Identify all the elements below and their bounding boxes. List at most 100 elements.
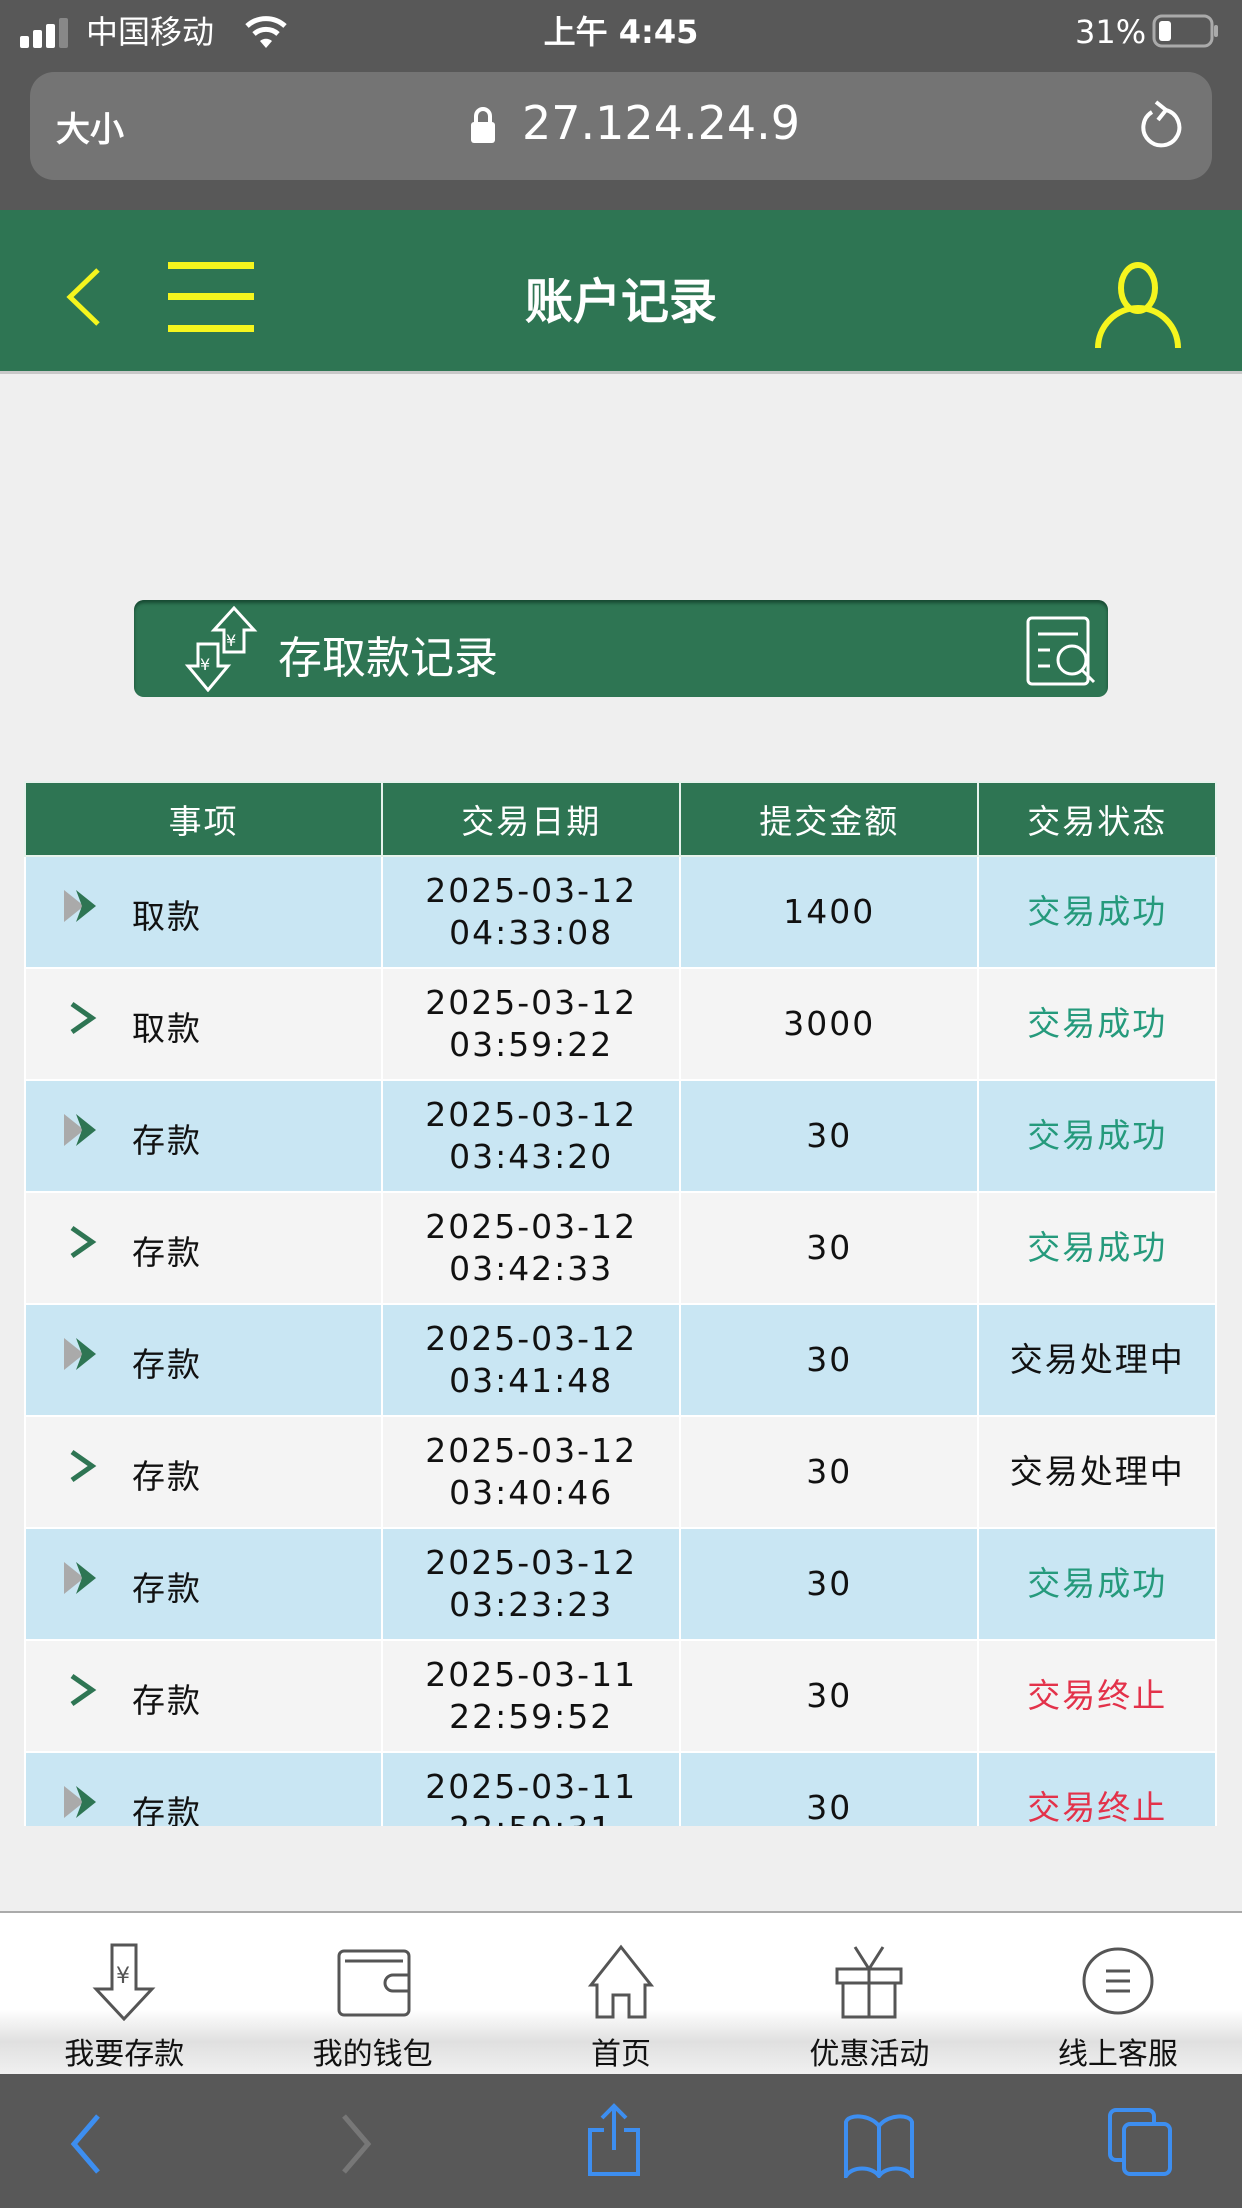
nav-support[interactable]: 线上客服 — [994, 1913, 1242, 2074]
deposit-withdraw-banner[interactable]: ¥ ¥ 存取款记录 — [134, 600, 1108, 697]
nav-deposit[interactable]: ¥ 我要存款 — [0, 1913, 248, 2074]
svg-text:¥: ¥ — [116, 1964, 130, 1989]
tabs-icon[interactable] — [1106, 2106, 1176, 2178]
time-text: 03:42:33 — [449, 1249, 614, 1288]
nav-wallet[interactable]: 我的钱包 — [248, 1913, 496, 2074]
battery-percent: 31% — [1075, 13, 1147, 51]
cell-amount: 30 — [679, 1639, 980, 1753]
cell-status: 交易成功 — [977, 1527, 1217, 1641]
cell-status: 交易成功 — [977, 1079, 1217, 1193]
cell-date: 2025-03-11 22:59:31 — [381, 1751, 682, 1826]
gift-icon — [835, 1946, 903, 2019]
chevron-right-icon — [70, 1226, 97, 1259]
url-text: 27.124.24.9 — [522, 96, 800, 150]
time-text: 22:59:52 — [449, 1697, 614, 1736]
share-icon[interactable] — [584, 2102, 644, 2178]
time-text: 03:41:48 — [449, 1361, 614, 1400]
nav-label: 优惠活动 — [809, 2037, 930, 2072]
svg-text:¥: ¥ — [200, 655, 210, 674]
table-header-row: 事项 交易日期 提交金额 交易状态 — [23, 781, 1217, 857]
banner-title: 存取款记录 — [278, 633, 498, 684]
cell-date: 2025-03-12 03:42:33 — [381, 1191, 682, 1305]
date-text: 2025-03-12 — [425, 1095, 638, 1134]
item-label: 取款 — [132, 1008, 202, 1048]
browser-chrome: 中国移动 上午 4:45 31% 大小 27.124.24.9 — [0, 0, 1242, 210]
nav-label: 首页 — [591, 2037, 652, 2072]
table-row[interactable]: 取款 2025-03-12 03:59:22 3000 交易成功 — [23, 967, 1217, 1081]
table-row[interactable]: 存款 2025-03-12 03:42:33 30 交易成功 — [23, 1191, 1217, 1305]
cell-date: 2025-03-12 03:41:48 — [381, 1303, 682, 1417]
cell-status: 交易成功 — [977, 967, 1217, 1081]
cell-amount: 3000 — [679, 967, 980, 1081]
hamburger-icon[interactable] — [168, 262, 254, 332]
battery-icon — [1152, 14, 1218, 48]
document-search-icon[interactable] — [1024, 614, 1104, 688]
cell-amount: 30 — [679, 1079, 980, 1193]
header-date: 交易日期 — [381, 781, 682, 857]
play-arrow-icon — [64, 890, 96, 923]
bookmarks-icon[interactable] — [842, 2112, 916, 2178]
reload-icon[interactable] — [1136, 98, 1184, 154]
nav-home[interactable]: 首页 — [497, 1913, 745, 2074]
date-text: 2025-03-12 — [425, 1207, 638, 1246]
cell-status: 交易成功 — [977, 855, 1217, 969]
chat-icon — [1082, 1947, 1154, 2015]
table-row[interactable]: 存款 2025-03-12 03:43:20 30 交易成功 — [23, 1079, 1217, 1193]
table-row[interactable]: 存款 2025-03-12 03:40:46 30 交易处理中 — [23, 1415, 1217, 1529]
cell-status: 交易处理中 — [977, 1415, 1217, 1529]
time-text: 22:59:31 — [449, 1809, 613, 1826]
item-label: 存款 — [132, 1120, 202, 1160]
date-text: 2025-03-12 — [425, 1543, 638, 1582]
lock-icon — [471, 107, 495, 143]
cell-status: 交易终止 — [977, 1639, 1217, 1753]
records-table-viewport[interactable]: 事项 交易日期 提交金额 交易状态 取款 2025-03-12 04:33:08 … — [0, 781, 1242, 1826]
chevron-right-icon — [70, 1002, 97, 1035]
date-text: 2025-03-11 — [425, 1655, 638, 1694]
browser-back-icon[interactable] — [66, 2112, 106, 2176]
address-bar[interactable]: 大小 27.124.24.9 — [30, 72, 1212, 180]
cell-date: 2025-03-11 22:59:52 — [381, 1639, 682, 1753]
table-row[interactable]: 存款 2025-03-11 22:59:31 30 交易终止 — [23, 1751, 1217, 1826]
cell-item: 存款 — [23, 1079, 384, 1193]
chevron-right-icon — [70, 1674, 97, 1707]
cell-status: 交易终止 — [977, 1751, 1217, 1826]
yuan-exchange-icon: ¥¥ — [184, 606, 258, 692]
cell-status: 交易成功 — [977, 1191, 1217, 1305]
chevron-right-icon — [70, 1450, 97, 1483]
header-status: 交易状态 — [977, 781, 1217, 857]
cell-date: 2025-03-12 03:43:20 — [381, 1079, 682, 1193]
date-text: 2025-03-12 — [425, 1319, 638, 1358]
date-text: 2025-03-12 — [425, 871, 638, 910]
date-text: 2025-03-12 — [425, 983, 638, 1022]
table-row[interactable]: 存款 2025-03-11 22:59:52 30 交易终止 — [23, 1639, 1217, 1753]
table-row[interactable]: 存款 2025-03-12 03:41:48 30 交易处理中 — [23, 1303, 1217, 1417]
back-icon[interactable] — [62, 266, 106, 328]
cell-amount: 1400 — [679, 855, 980, 969]
home-icon — [587, 1944, 655, 2019]
play-arrow-icon — [64, 1562, 96, 1595]
time-text: 03:43:20 — [449, 1137, 614, 1176]
time-text: 03:59:22 — [449, 1025, 614, 1064]
cell-date: 2025-03-12 03:23:23 — [381, 1527, 682, 1641]
table-row[interactable]: 存款 2025-03-12 03:23:23 30 交易成功 — [23, 1527, 1217, 1641]
wallet-icon — [337, 1949, 411, 2017]
item-label: 存款 — [132, 1680, 202, 1720]
svg-text:¥: ¥ — [226, 631, 236, 650]
table-row[interactable]: 取款 2025-03-12 04:33:08 1400 交易成功 — [23, 855, 1217, 969]
cell-item: 存款 — [23, 1415, 384, 1529]
play-arrow-icon — [64, 1338, 96, 1371]
browser-forward-icon[interactable] — [336, 2112, 376, 2176]
cell-item: 存款 — [23, 1639, 384, 1753]
date-text: 2025-03-11 — [425, 1767, 638, 1806]
play-arrow-icon — [64, 1114, 96, 1147]
date-text: 2025-03-12 — [425, 1431, 638, 1470]
records-table: 事项 交易日期 提交金额 交易状态 取款 2025-03-12 04:33:08 … — [23, 781, 1217, 1826]
bottom-nav: ¥ 我要存款 我的钱包 首页 优惠活动 线上客服 — [0, 1911, 1242, 2074]
page-title: 账户记录 — [524, 274, 717, 330]
user-icon[interactable] — [1094, 262, 1182, 348]
text-size-button[interactable]: 大小 — [56, 110, 124, 150]
nav-promotions[interactable]: 优惠活动 — [745, 1913, 993, 2074]
cell-status: 交易处理中 — [977, 1303, 1217, 1417]
item-label: 存款 — [132, 1792, 202, 1826]
cell-item: 存款 — [23, 1303, 384, 1417]
